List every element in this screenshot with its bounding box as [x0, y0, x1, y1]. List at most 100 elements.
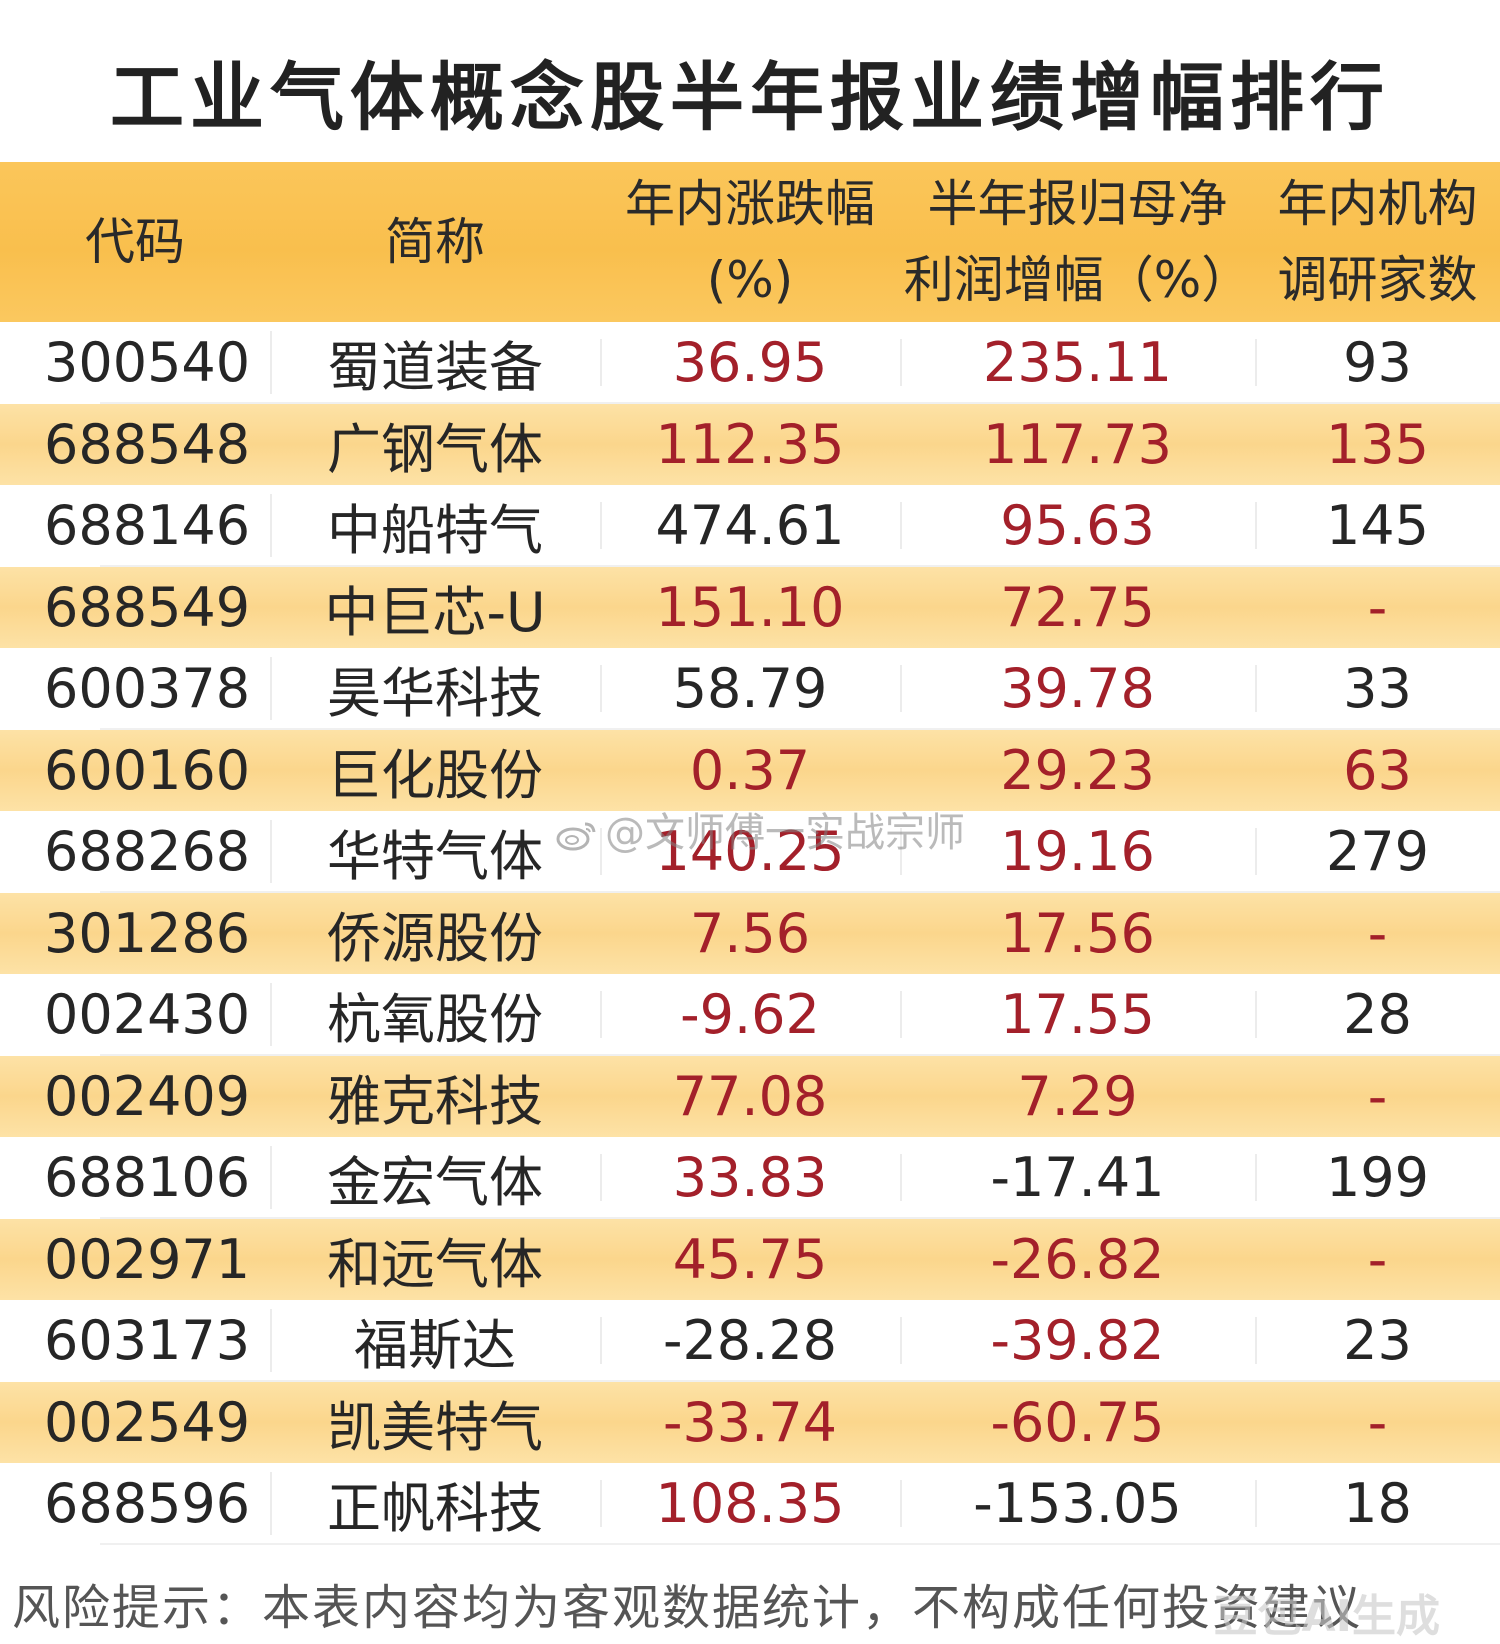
- profit-growth: 19.16: [900, 820, 1255, 883]
- profit-growth: 17.55: [900, 983, 1255, 1046]
- profit-growth: 235.11: [900, 331, 1255, 394]
- stock-name: 侨源股份: [327, 906, 543, 970]
- ytd-change: 45.75: [672, 1227, 828, 1291]
- institution-count: -: [1367, 1390, 1388, 1454]
- risk-disclaimer: 风险提示：本表内容均为客观数据统计，不构成任何投资建议: [12, 1580, 1363, 1636]
- profit-growth: 117.73: [983, 412, 1172, 476]
- institution-count: 93: [1255, 331, 1500, 394]
- table-row: 688596 正帆科技 108.35 -153.05 18: [0, 1463, 1500, 1545]
- institution-count: 199: [1255, 1146, 1500, 1209]
- header-inst-line2: 调研家数: [1277, 251, 1478, 309]
- profit-growth: 39.78: [900, 657, 1255, 720]
- row-divider: [100, 1053, 1500, 1056]
- ytd-change: 140.25: [600, 820, 900, 883]
- stock-code: 600160: [44, 738, 251, 802]
- row-divider: [100, 1379, 1500, 1382]
- stock-code: 002430: [44, 983, 251, 1047]
- stock-code: 603173: [44, 1309, 251, 1373]
- institution-count: 279: [1255, 820, 1500, 883]
- ytd-change: 151.10: [655, 575, 845, 639]
- table-row: 688146 中船特气 474.61 95.63 145: [0, 485, 1500, 567]
- institution-count: 28: [1255, 983, 1500, 1046]
- stock-name: 巨化股份: [327, 743, 543, 807]
- stock-name: 杭氧股份: [270, 975, 600, 1054]
- ytd-change: 0.37: [689, 738, 811, 802]
- stock-name: 正帆科技: [270, 1464, 600, 1543]
- stock-name: 和远气体: [327, 1232, 543, 1296]
- stock-code: 300540: [44, 331, 251, 395]
- stock-name: 华特气体: [270, 812, 600, 891]
- ytd-change: 108.35: [600, 1472, 900, 1535]
- stock-code: 688549: [44, 575, 251, 639]
- table-row: 603173 福斯达 -28.28 -39.82 23: [0, 1300, 1500, 1382]
- row-divider: [100, 727, 1500, 730]
- header-inst-line1: 年内机构: [1277, 175, 1478, 233]
- profit-growth: 7.29: [1017, 1064, 1138, 1128]
- row-divider: [100, 401, 1500, 404]
- row-divider: [100, 890, 1500, 893]
- stock-name: 金宏气体: [270, 1138, 600, 1217]
- stock-code: 688146: [44, 494, 251, 558]
- ytd-change: 112.35: [655, 412, 845, 476]
- profit-growth: -17.41: [900, 1146, 1255, 1209]
- profit-growth: -39.82: [900, 1309, 1255, 1372]
- ytd-change: 77.08: [672, 1064, 828, 1128]
- header-profit-line1: 半年报归母净: [927, 175, 1228, 233]
- institution-count: -: [1367, 1064, 1388, 1128]
- table-row: 002430 杭氧股份 -9.62 17.55 28: [0, 974, 1500, 1056]
- table-body: 300540 蜀道装备 36.95 235.11 93 688548 广钢气体 …: [0, 322, 1500, 1545]
- ytd-change: 7.56: [689, 901, 811, 965]
- institution-count: 135: [1325, 412, 1430, 476]
- stock-name: 中船特气: [270, 486, 600, 565]
- profit-growth: 95.63: [900, 494, 1255, 557]
- row-divider: [100, 1216, 1500, 1219]
- table-row: 002549 凯美特气 -33.74 -60.75 -: [0, 1381, 1500, 1463]
- stock-name: 凯美特气: [327, 1395, 543, 1459]
- institution-count: 18: [1255, 1472, 1500, 1535]
- profit-growth: 29.23: [1000, 738, 1155, 802]
- table-row: 002409 雅克科技 77.08 7.29 -: [0, 1055, 1500, 1137]
- header-institutions: 年内机构 调研家数: [1255, 166, 1500, 318]
- table-row: 002971 和远气体 45.75 -26.82 -: [0, 1218, 1500, 1300]
- header-profit-line2: 利润增幅（%）: [903, 251, 1252, 309]
- institution-count: 33: [1255, 657, 1500, 720]
- table-header: 代码 简称 年内涨跌幅 (%) 半年报归母净 利润增幅（%） 年内机构 调研家数: [0, 162, 1500, 322]
- ytd-change: 33.83: [600, 1146, 900, 1209]
- institution-count: 63: [1343, 738, 1412, 802]
- ytd-change: -28.28: [600, 1309, 900, 1372]
- header-change-line2: (%): [706, 251, 794, 309]
- header-change-line1: 年内涨跌幅: [625, 175, 875, 233]
- table-row: 301286 侨源股份 7.56 17.56 -: [0, 892, 1500, 974]
- header-code: 代码: [85, 213, 185, 271]
- stock-code: 688268: [44, 820, 251, 884]
- stock-code: 688548: [44, 412, 251, 476]
- institution-count: 145: [1255, 494, 1500, 557]
- table-row: 600378 昊华科技 58.79 39.78 33: [0, 648, 1500, 730]
- header-profit: 半年报归母净 利润增幅（%）: [900, 166, 1255, 318]
- stock-name: 中巨芯-U: [324, 580, 546, 644]
- table-row: 688548 广钢气体 112.35 117.73 135: [0, 403, 1500, 485]
- table-row: 688106 金宏气体 33.83 -17.41 199: [0, 1137, 1500, 1219]
- stock-code: 301286: [44, 901, 251, 965]
- institution-count: -: [1367, 575, 1388, 639]
- ranking-table: 代码 简称 年内涨跌幅 (%) 半年报归母净 利润增幅（%） 年内机构 调研家数…: [0, 162, 1500, 1545]
- ytd-change: 36.95: [600, 331, 900, 394]
- ytd-change: -33.74: [662, 1390, 838, 1454]
- ai-generated-mark: 豆包AI生成: [1213, 1591, 1440, 1642]
- stock-name: 昊华科技: [270, 649, 600, 728]
- stock-code: 002409: [44, 1064, 251, 1128]
- stock-name: 蜀道装备: [270, 323, 600, 402]
- profit-growth: -60.75: [990, 1390, 1165, 1454]
- institution-count: 23: [1255, 1309, 1500, 1372]
- header-change: 年内涨跌幅 (%): [600, 166, 900, 318]
- stock-name: 福斯达: [270, 1301, 600, 1380]
- table-row: 300540 蜀道装备 36.95 235.11 93: [0, 322, 1500, 404]
- profit-growth: 72.75: [1000, 575, 1155, 639]
- watermark-text: @文师傅一实战宗师: [605, 810, 965, 856]
- profit-growth: -26.82: [990, 1227, 1165, 1291]
- stock-name: 雅克科技: [327, 1069, 543, 1133]
- stock-code: 600378: [44, 657, 251, 721]
- table-row: 600160 巨化股份 0.37 29.23 63: [0, 729, 1500, 811]
- weibo-watermark: @文师傅一实战宗师: [555, 800, 965, 858]
